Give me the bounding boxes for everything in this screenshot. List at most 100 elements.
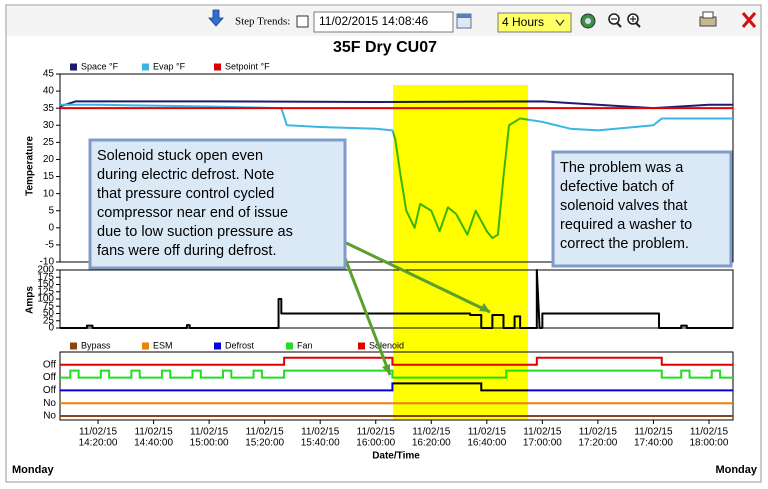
legend-swatch	[286, 342, 293, 350]
x-tick-label: 17:00:00	[523, 438, 562, 449]
y-tick-label: 45	[43, 69, 55, 80]
callout-arrow	[338, 244, 392, 376]
y-tick-label: 10	[43, 188, 55, 199]
callout-arrow	[339, 238, 491, 314]
footer-day-right: Monday	[715, 464, 757, 476]
x-tick-label: 11/02/15	[579, 427, 618, 438]
y-tick-label: 200	[37, 265, 54, 276]
y-tick-label: 150	[37, 279, 54, 290]
x-tick-label: 17:20:00	[578, 438, 617, 449]
y-tick-label: 25	[43, 137, 55, 148]
y-tick-label: 40	[43, 86, 55, 97]
x-tick-label: 11/02/15	[523, 427, 562, 438]
y-tick-label: -5	[45, 240, 54, 251]
x-tick-label: 11/02/15	[79, 427, 118, 438]
x-tick-label: 17:40:00	[634, 438, 673, 449]
legend-swatch	[142, 342, 149, 350]
annotation-text: solenoid valves that	[560, 198, 687, 214]
annotation-box	[551, 150, 733, 268]
row-label: Off	[43, 372, 56, 383]
legend-label: Solenoid	[369, 340, 404, 350]
calendar-button[interactable]	[456, 13, 472, 29]
y-tick-label: 35	[43, 103, 55, 114]
x-tick-label: 15:40:00	[301, 438, 340, 449]
legend-label: ESM	[153, 340, 173, 350]
arrow-head	[479, 303, 490, 312]
step-down-button[interactable]	[208, 9, 224, 27]
arrow-head	[382, 364, 390, 375]
y-tick-label: -10	[40, 257, 55, 268]
x-tick-label: 11/02/15	[634, 427, 673, 438]
annotation-text: correct the problem.	[560, 236, 689, 252]
y-tick-label: 125	[37, 286, 54, 297]
x-tick-label: 16:00:00	[356, 438, 395, 449]
y-axis-label: Amps	[25, 286, 36, 314]
y-tick-label: 30	[43, 120, 55, 131]
zoom-out-button[interactable]	[608, 13, 622, 28]
y-tick-label: 20	[43, 154, 55, 165]
x-tick-label: 11/02/15	[690, 427, 729, 438]
range-select[interactable]	[497, 12, 572, 33]
highlight-region	[393, 85, 528, 420]
annotation-text: fans were off during defrost.	[97, 243, 276, 259]
x-tick-label: 11/02/15	[134, 427, 173, 438]
annotation-text: required a washer to	[560, 217, 692, 233]
y-tick-label: 100	[37, 294, 54, 305]
row-label: No	[43, 398, 56, 409]
close-button[interactable]	[741, 12, 757, 28]
annotation-text: due to low suction pressure as	[97, 224, 293, 240]
series-line	[59, 100, 733, 110]
legend-swatch	[70, 342, 77, 350]
y-tick-label: 0	[48, 222, 54, 233]
x-tick-label: 15:00:00	[190, 438, 229, 449]
row-label: Off	[43, 359, 56, 370]
x-tick-label: 11/02/15	[468, 427, 507, 438]
y-axis-label: Temperature	[25, 136, 36, 196]
datetime-value: 11/02/2015 14:08:46	[319, 14, 429, 28]
footer-day-left: Monday	[12, 464, 54, 476]
x-tick-label: 15:20:00	[245, 438, 284, 449]
select-arrow	[555, 19, 565, 26]
annotation-text: compressor near end of issue	[97, 205, 288, 221]
annotation-text: that pressure control cycled	[97, 186, 274, 202]
legend-label: Bypass	[81, 340, 111, 350]
zoom-in-button[interactable]	[627, 13, 641, 28]
x-tick-label: 18:00:00	[690, 438, 729, 449]
annotation-text: defective batch of	[560, 179, 675, 195]
y-tick-label: 75	[43, 301, 55, 312]
annotation-text: The problem was a	[560, 160, 684, 176]
step-trends-checkbox[interactable]	[296, 15, 309, 28]
x-tick-label: 11/02/15	[246, 427, 285, 438]
y-tick-label: 25	[43, 315, 55, 326]
legend-swatch	[214, 342, 221, 350]
chart-title: 35F Dry CU07	[333, 39, 437, 56]
legend-label: Fan	[297, 340, 313, 350]
x-tick-label: 16:40:00	[467, 438, 506, 449]
legend-swatch	[214, 63, 221, 71]
datetime-input[interactable]	[313, 11, 454, 33]
print-button[interactable]	[699, 11, 717, 27]
refresh-button[interactable]	[580, 13, 596, 29]
annotation-text: Solenoid stuck open even	[97, 148, 263, 164]
x-tick-label: 11/02/15	[190, 427, 229, 438]
legend-label: Setpoint °F	[225, 61, 270, 71]
y-tick-label: 5	[48, 205, 54, 216]
row-label: No	[43, 411, 56, 422]
legend-swatch	[358, 342, 365, 350]
x-tick-label: 11/02/15	[357, 427, 396, 438]
x-tick-label: 14:20:00	[79, 438, 118, 449]
annotation-box	[88, 138, 347, 270]
x-tick-label: 11/02/15	[301, 427, 340, 438]
legend-swatch	[70, 63, 77, 71]
x-tick-label: 11/02/15	[412, 427, 451, 438]
y-tick-label: 175	[37, 272, 54, 283]
y-tick-label: 15	[43, 171, 55, 182]
row-label: Off	[43, 385, 56, 396]
state-line	[60, 369, 733, 379]
range-value: 4 Hours	[502, 15, 544, 29]
legend-swatch	[142, 63, 149, 71]
legend-label: Space °F	[81, 61, 119, 71]
x-tick-label: 16:20:00	[412, 438, 451, 449]
x-axis-label: Date/Time	[372, 451, 420, 462]
